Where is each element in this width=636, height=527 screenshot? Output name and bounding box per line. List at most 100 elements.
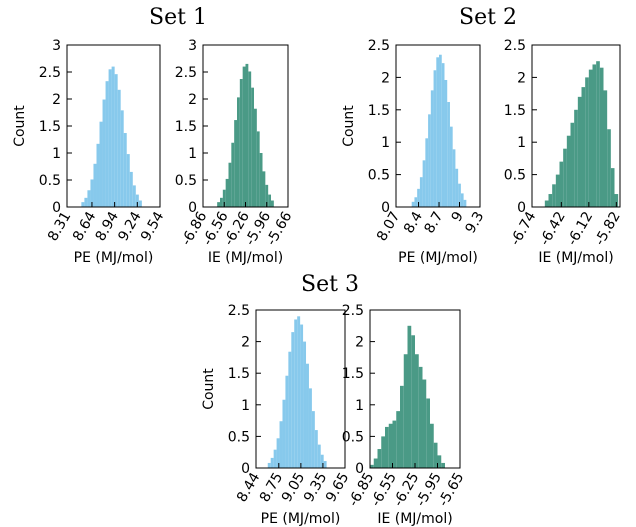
histogram-bar: [259, 153, 263, 207]
y-axis-label: Count: [12, 105, 28, 147]
histogram-bar: [563, 148, 567, 207]
y-tick-label: 1: [188, 146, 197, 162]
y-tick-label: 1.5: [228, 366, 250, 382]
histogram-bar: [273, 449, 277, 468]
y-tick-label: 2.5: [39, 65, 61, 81]
histogram-bar: [288, 351, 292, 468]
histogram-bar: [279, 421, 283, 468]
x-tick-label: 9: [449, 209, 467, 225]
x-tick-label: 8.44: [234, 470, 263, 505]
y-tick-label: 0.5: [504, 168, 526, 184]
histogram-bar: [444, 79, 448, 207]
histogram-bar: [388, 423, 393, 468]
y-tick-label: 1: [355, 398, 364, 414]
x-axis-label: IE (MJ/mol): [377, 511, 452, 527]
histogram-bar: [570, 122, 575, 207]
histogram-bar: [222, 189, 226, 207]
y-axis-label: Count: [341, 105, 357, 147]
y-axis-label: Count: [201, 368, 217, 410]
histogram-bar: [585, 77, 589, 208]
histogram-bar: [303, 341, 307, 468]
histogram-bar: [418, 366, 423, 468]
x-tick-label: -6.12: [564, 209, 596, 248]
y-tick-label: 0.5: [175, 173, 197, 189]
y-tick-label: 1: [381, 135, 390, 151]
y-tick-label: 3: [52, 38, 61, 54]
y-tick-label: 2: [241, 335, 250, 351]
y-tick-label: 1: [52, 146, 61, 162]
x-tick-label: 8.4: [401, 209, 426, 236]
y-tick-label: 1.5: [39, 119, 61, 135]
histogram-bar: [225, 178, 229, 207]
histogram-bar: [437, 455, 442, 468]
histogram-bar: [314, 430, 318, 468]
x-axis-label: IE (MJ/mol): [208, 250, 283, 266]
x-tick-label: 9.3: [462, 209, 487, 236]
histogram-bar: [411, 201, 415, 207]
histogram-bar: [323, 461, 327, 468]
histogram-bar: [385, 426, 389, 468]
histogram-bar: [422, 379, 427, 468]
histogram-bar: [90, 179, 94, 207]
histogram-bar: [282, 399, 286, 468]
histogram-bar: [417, 188, 420, 207]
histogram-bar: [308, 388, 312, 468]
x-tick-label: -5.82: [592, 209, 624, 248]
histogram-bar: [599, 67, 604, 208]
histogram-bar: [614, 194, 619, 207]
set-title: Set 3: [301, 272, 359, 297]
histogram-bar: [439, 54, 442, 207]
histogram-bar: [311, 411, 315, 468]
histogram-bar: [93, 163, 97, 207]
histogram-bar: [306, 363, 309, 468]
histogram-bar: [270, 457, 274, 468]
x-tick-label: 8.31: [45, 209, 74, 244]
histogram-bar: [449, 126, 453, 207]
x-tick-label: 9.54: [138, 209, 167, 244]
histogram-bar: [231, 142, 235, 207]
histogram-bar: [566, 135, 571, 207]
histogram-bar: [291, 332, 295, 468]
histogram-bar: [426, 398, 430, 468]
histogram-bar: [548, 194, 553, 207]
histogram-bar: [265, 184, 269, 207]
histogram-bar: [577, 96, 582, 207]
y-tick-label: 2: [188, 92, 197, 108]
histogram-bar: [117, 89, 121, 207]
y-tick-label: 2: [355, 335, 364, 351]
histogram-bar: [268, 194, 271, 207]
y-tick-label: 0: [241, 461, 250, 477]
set-title: Set 2: [459, 5, 517, 30]
y-tick-label: 2: [517, 70, 526, 86]
y-tick-label: 0.5: [39, 173, 61, 189]
histogram-bar: [239, 79, 243, 207]
y-tick-label: 0: [517, 200, 526, 216]
histogram-bar: [430, 90, 434, 207]
histogram-bar: [234, 120, 237, 207]
histogram-bar: [447, 102, 450, 207]
histogram-bar: [102, 99, 106, 207]
histogram-bar: [248, 71, 252, 208]
histogram-bar: [114, 74, 118, 207]
y-tick-label: 1: [517, 135, 526, 151]
y-tick-label: 0: [355, 461, 364, 477]
x-axis-label: IE (MJ/mol): [538, 250, 613, 266]
histogram-bar: [256, 131, 260, 207]
y-tick-label: 1.5: [504, 103, 526, 119]
histogram-bar: [217, 202, 220, 207]
histogram-bar: [460, 193, 464, 207]
histogram-bar: [592, 64, 597, 207]
y-tick-label: 1.5: [342, 366, 364, 382]
x-tick-label: 8.07: [374, 209, 403, 244]
histogram-bar: [220, 197, 223, 207]
histogram-bar: [129, 171, 133, 207]
histogram-bar: [425, 138, 429, 207]
histogram-bar: [267, 462, 271, 468]
histogram-bar: [84, 197, 88, 207]
y-tick-label: 0: [52, 200, 61, 216]
histogram-bar: [132, 185, 136, 207]
histogram-bar: [254, 108, 257, 207]
y-tick-label: 2.5: [175, 65, 197, 81]
histogram-bar: [596, 61, 600, 208]
